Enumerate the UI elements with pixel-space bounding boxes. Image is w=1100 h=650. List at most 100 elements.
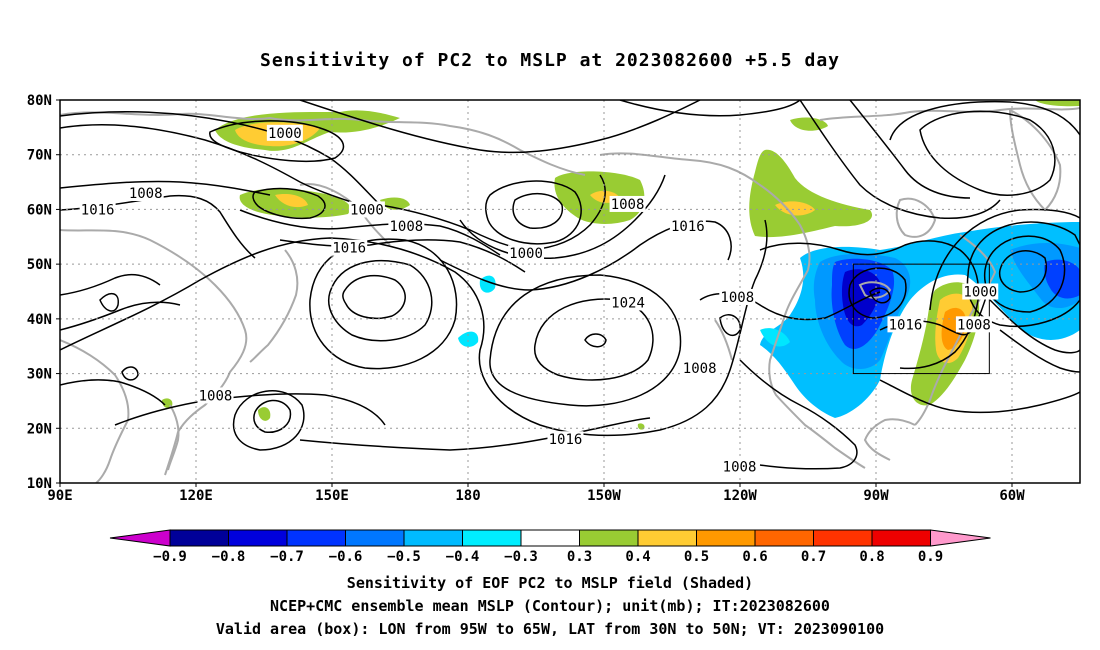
- contour-label-bg: [127, 185, 164, 202]
- latitude-label: 40N: [27, 312, 52, 328]
- contour-1008-gulf-alaska: [459, 174, 666, 259]
- coast-philippines: [167, 404, 180, 471]
- contour-1016-us: [759, 240, 980, 370]
- contour-pacific-high-2: [533, 298, 654, 381]
- colorbar-label: 0.5: [684, 549, 709, 565]
- longitude-label: 60W: [999, 488, 1025, 504]
- contour-label-bg: [721, 458, 758, 475]
- contour-label: 1024: [611, 295, 645, 311]
- contour-label: 1016: [549, 432, 583, 448]
- contour-label-bg: [388, 217, 425, 234]
- latitude-label: 60N: [27, 202, 52, 218]
- contour-asia-south: [60, 301, 181, 331]
- colorbar-label: −0.3: [504, 549, 538, 565]
- colorbar-label: −0.4: [446, 549, 480, 565]
- contour-labels: 1000 1008 1016 1000 1008 1016 1000 1008 1016 1024…: [79, 124, 999, 476]
- contour-arctic-west: [60, 110, 381, 206]
- shade-green-arctic-east: [1035, 100, 1080, 107]
- contour-atlantic-outer: [929, 208, 1080, 311]
- colorbar-swatch: [228, 529, 288, 547]
- contour-label: 1008: [199, 388, 233, 404]
- longitude-labels: 90E 120E 150E 180 150W 120W 90W 60W: [47, 483, 1025, 504]
- colorbar-swatch: [520, 529, 580, 547]
- contour-label: 1016: [671, 219, 705, 235]
- contour-bering-low-2: [485, 180, 582, 245]
- contour-atlantic-low-1: [998, 250, 1047, 293]
- coast-north-america-west: [768, 269, 866, 469]
- colorbar-label: 0.8: [859, 549, 884, 565]
- contour-label: 1008: [683, 361, 717, 377]
- contour-taiwan: [121, 366, 139, 381]
- latitude-labels: 80N 70N 60N 50N 40N 30N 20N 10N: [27, 93, 60, 492]
- longitude-label: 180: [455, 488, 480, 504]
- contour-label: 1016: [889, 317, 923, 333]
- contour-atlantic-low-2: [984, 235, 1066, 313]
- colorbar-swatch: [462, 529, 522, 547]
- caption-line-2: NCEP+CMC ensemble mean MSLP (Contour); u…: [270, 597, 830, 615]
- coast-gulf-of-mexico: [863, 418, 916, 461]
- coast-hudson-bay: [895, 197, 937, 238]
- contour-label: 1008: [723, 460, 757, 476]
- contour-typhoon-2: [232, 390, 305, 451]
- map-title: Sensitivity of PC2 to MSLP at 2023082600…: [259, 50, 840, 71]
- colorbar-label: 0.4: [625, 549, 650, 565]
- longitude-label: 150W: [587, 488, 621, 504]
- contour-pacific-high-1: [584, 333, 607, 348]
- contour-label: 1000: [268, 126, 302, 142]
- colorbar-swatch: [286, 529, 346, 547]
- contour-greenland-outer: [889, 100, 1080, 141]
- contour-greenland: [919, 110, 1056, 196]
- colorbar-swatch: [754, 529, 814, 547]
- coastlines: [60, 107, 1080, 483]
- coast-japan: [249, 249, 299, 363]
- latitude-label: 10N: [27, 476, 52, 492]
- latitude-label: 50N: [27, 257, 52, 273]
- contour-label: 1008: [389, 219, 423, 235]
- contour-siberia-low: [209, 120, 345, 163]
- latitude-label: 30N: [27, 367, 52, 383]
- colorbar-swatch: [403, 529, 463, 547]
- colorbar-label: −0.9: [153, 549, 187, 565]
- contour-label: 1008: [611, 197, 645, 213]
- colorbar-swatch: [345, 529, 405, 547]
- shade-navy-north-america: [841, 269, 881, 327]
- colorbar-swatch: [169, 529, 229, 547]
- contour-label-bg: [955, 316, 992, 333]
- colorbar-high-triangle: [930, 529, 991, 547]
- colorbar-swatch: [637, 529, 697, 547]
- shade-cyan-dateline-south: [458, 331, 479, 347]
- contour-label-bg: [609, 195, 646, 212]
- contour-siberia-high-1: [342, 274, 406, 320]
- caption-line-3: Valid area (box): LON from 95W to 65W, L…: [215, 620, 885, 638]
- contour-label-bg: [331, 239, 368, 256]
- shade-yellow-siberia: [275, 194, 308, 208]
- contour-bering-low-1: [512, 193, 564, 229]
- contour-typhoon-1: [253, 399, 292, 433]
- contour-label: 1016: [332, 241, 366, 257]
- contour-siberia-high-2: [328, 259, 433, 342]
- contour-1008-asia: [60, 379, 166, 406]
- colorbar: −0.9 −0.8 −0.7 −0.6 −0.5 −0.4 −0.3 0.3 0.4 0.5 0.6…: [109, 529, 991, 565]
- contour-label: 1008: [129, 186, 163, 202]
- latitude-label: 70N: [27, 148, 52, 164]
- colorbar-label: −0.8: [212, 549, 246, 565]
- caption-line-1: Sensitivity of EOF PC2 to MSLP field (Sh…: [346, 574, 754, 592]
- contour-label: 1008: [720, 290, 754, 306]
- contour-label: 1000: [963, 285, 997, 301]
- contour-1008-south-us: [739, 359, 858, 470]
- colorbar-swatch: [813, 529, 873, 547]
- shaded-sensitivity: [162, 100, 1080, 430]
- colorbar-swatch: [579, 529, 639, 547]
- shade-green-alaska: [749, 149, 873, 238]
- contour-india: [60, 273, 161, 296]
- contour-arctic-high: [619, 100, 801, 117]
- contour-india-2: [99, 293, 119, 312]
- colorbar-label: 0.9: [918, 549, 943, 565]
- colorbar-label: 0.6: [742, 549, 767, 565]
- colorbar-label: −0.7: [270, 549, 304, 565]
- coast-baja: [714, 319, 733, 361]
- longitude-label: 90E: [47, 488, 72, 504]
- shade-blue-atlantic: [1044, 259, 1080, 299]
- colorbar-swatch: [871, 529, 931, 547]
